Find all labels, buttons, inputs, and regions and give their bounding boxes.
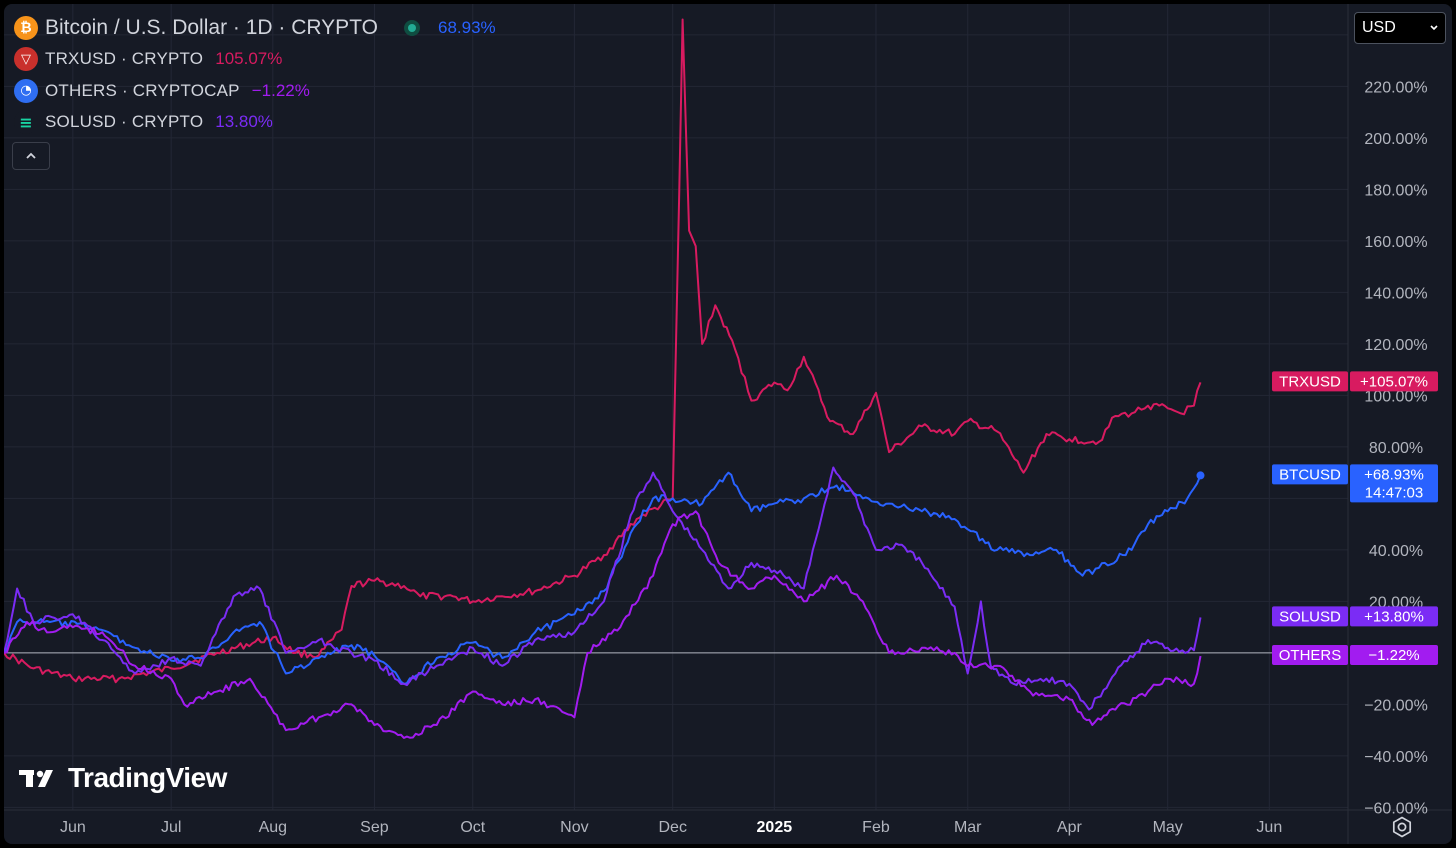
series-name-tag-text: TRXUSD [1279, 373, 1341, 390]
series-line-solusd[interactable] [4, 466, 1202, 711]
market-status-icon[interactable] [403, 19, 420, 36]
solana-icon: ≡ [14, 110, 38, 135]
tron-icon: ▽ [14, 47, 38, 72]
chevron-up-icon [26, 152, 36, 159]
y-tick-label: 200.00% [1364, 131, 1427, 148]
x-tick-label: Sep [360, 819, 389, 836]
series-line-others[interactable] [4, 510, 1202, 739]
x-tick-label: Oct [460, 819, 485, 836]
legend-row-others[interactable]: ◔ OTHERS · CRYPTOCAP −1.22% [14, 75, 496, 107]
legend-series-title: TRXUSD · CRYPTO [45, 49, 204, 69]
tradingview-logo-icon [19, 770, 53, 787]
series-price-tag [1350, 464, 1438, 503]
series-name-tag [1272, 464, 1348, 485]
chart-settings-button[interactable] [1390, 815, 1414, 839]
series-price-tag-text: +68.93% [1364, 466, 1424, 483]
x-tick-label: Jul [161, 819, 181, 836]
y-tick-label: 120.00% [1364, 337, 1427, 354]
chart-legend: ₿ Bitcoin / U.S. Dollar · 1D · CRYPTO 68… [14, 12, 496, 138]
series-name-tag [1272, 645, 1348, 666]
countdown-text: 14:47:03 [1365, 484, 1423, 501]
x-tick-label: Mar [954, 819, 982, 836]
y-tick-label: 220.00% [1364, 79, 1427, 96]
y-tick-label: −60.00% [1364, 800, 1428, 817]
chevron-down-icon [1430, 25, 1438, 31]
currency-select[interactable]: USD [1354, 12, 1446, 44]
x-tick-label: 2025 [757, 819, 793, 836]
series-name-tag [1272, 371, 1348, 392]
legend-series-title: OTHERS · CRYPTOCAP [45, 80, 240, 100]
series-name-tag [1272, 606, 1348, 627]
y-tick-label: −20.00% [1364, 697, 1428, 714]
y-tick-label: 140.00% [1364, 285, 1427, 302]
series-price-tag [1350, 645, 1438, 666]
legend-main-value: 68.93% [437, 17, 496, 37]
series-name-tag-text: SOLUSD [1279, 608, 1341, 625]
x-tick-label: Jun [60, 819, 86, 836]
x-tick-label: May [1153, 819, 1183, 836]
x-tick-label: Feb [862, 819, 890, 836]
y-tick-label: 40.00% [1369, 543, 1423, 560]
series-name-tag-text: BTCUSD [1279, 466, 1341, 483]
tradingview-logo[interactable]: TradingView [18, 762, 227, 794]
bitcoin-icon: ₿ [14, 15, 38, 40]
series-price-tag-text: +13.80% [1364, 608, 1424, 625]
series-line-btcusd[interactable] [4, 471, 1202, 685]
legend-row-trxusd[interactable]: ▽ TRXUSD · CRYPTO 105.07% [14, 44, 496, 76]
collapse-legend-button[interactable] [12, 142, 50, 170]
legend-series-value: 13.80% [215, 112, 273, 132]
x-tick-label: Aug [259, 819, 287, 836]
last-price-dot [1196, 471, 1205, 480]
y-tick-label: −40.00% [1364, 749, 1428, 766]
legend-row-solusd[interactable]: ≡ SOLUSD · CRYPTO 13.80% [14, 107, 496, 139]
logo-text: TradingView [68, 762, 227, 793]
x-tick-label: Jun [1256, 819, 1282, 836]
series-price-tag-text: +105.07% [1360, 373, 1428, 390]
series-price-tag-text: −1.22% [1368, 647, 1419, 664]
y-tick-label: 160.00% [1364, 234, 1427, 251]
series-price-tag [1350, 606, 1438, 627]
x-tick-label: Apr [1057, 819, 1083, 836]
legend-series-title: SOLUSD · CRYPTO [45, 112, 204, 132]
chart-frame: −60.00% −40.00% −20.00% 20.00% 40.00% 80.00% 1… [4, 4, 1452, 844]
y-tick-label: 100.00% [1364, 388, 1427, 405]
y-tick-label: 180.00% [1364, 182, 1427, 199]
gear-icon [1392, 816, 1412, 838]
legend-series-value: 105.07% [215, 49, 283, 69]
chart-canvas[interactable]: −60.00%−40.00%−20.00%20.00%40.00%80.00%1… [4, 4, 1452, 844]
others-icon: ◔ [14, 78, 38, 103]
y-tick-label: 80.00% [1369, 440, 1423, 457]
legend-series-value: −1.22% [251, 80, 310, 100]
x-tick-label: Nov [560, 819, 588, 836]
series-name-tag-text: OTHERS [1279, 647, 1342, 664]
legend-row-main[interactable]: ₿ Bitcoin / U.S. Dollar · 1D · CRYPTO 68… [14, 12, 496, 44]
currency-label: USD [1362, 19, 1396, 36]
legend-main-title: Bitcoin / U.S. Dollar · 1D · CRYPTO [45, 15, 378, 39]
x-tick-label: Dec [658, 819, 686, 836]
series-price-tag [1350, 371, 1438, 392]
